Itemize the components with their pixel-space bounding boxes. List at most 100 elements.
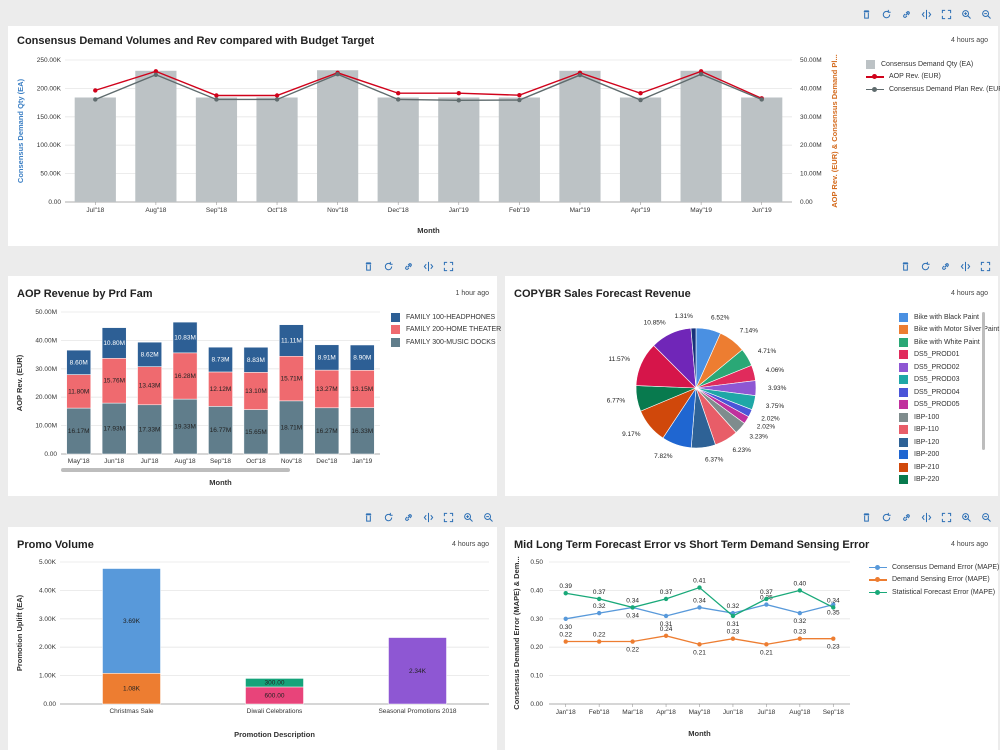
legend-item[interactable]: DS5_PROD02 [899, 361, 999, 374]
x-tick-label: Jan"19 [449, 207, 469, 214]
pie-slice [690, 327, 697, 389]
refresh-button[interactable] [915, 256, 935, 276]
horizontal-scrollbar[interactable] [61, 468, 290, 472]
legend-item[interactable]: Consensus Demand Error (MAPE) [869, 561, 999, 574]
legend-item[interactable]: DS5_PROD01 [899, 349, 999, 362]
fullscreen-button[interactable] [438, 507, 458, 527]
legend-item[interactable]: Bike with Motor Silver Paint [899, 324, 999, 337]
delete-button[interactable] [856, 4, 876, 24]
line-point [730, 613, 736, 619]
link-icon [902, 513, 910, 521]
zoom-out-icon [981, 9, 991, 19]
delete-button[interactable] [856, 507, 876, 527]
delete-button[interactable] [895, 256, 915, 276]
y-tick-label: 10.00M [35, 423, 57, 430]
data-label: 600.00 [265, 692, 285, 699]
stacked-bar-segment [137, 366, 162, 406]
fullscreen-button[interactable] [936, 4, 956, 24]
legend-item[interactable]: Bike with Black Paint [899, 311, 999, 324]
legend-item[interactable]: IBP-220 [899, 474, 999, 487]
data-label: 0.22 [626, 647, 639, 654]
link-button[interactable] [935, 256, 955, 276]
pie-data-label: 3.23% [749, 433, 768, 440]
split-icon [921, 9, 931, 19]
legend-item[interactable]: Bike with White Paint [899, 336, 999, 349]
delete-button[interactable] [358, 507, 378, 527]
zoom-in-button[interactable] [956, 507, 976, 527]
zoom-in-icon [961, 512, 971, 522]
legend-item[interactable]: FAMILY 100-HEADPHONES [391, 311, 501, 324]
data-label: 0.22 [559, 632, 572, 639]
x-tick-label: Apr"18 [656, 709, 676, 716]
legend-item[interactable]: IBP-100 [899, 411, 999, 424]
legend-item[interactable]: AOP Rev. (EUR) [866, 71, 1000, 84]
refresh-button[interactable] [378, 507, 398, 527]
legend-swatch [899, 475, 908, 485]
y-tick-label: 0.50 [530, 559, 543, 566]
legend-label: IBP-200 [914, 451, 940, 459]
legend-item[interactable]: Statistical Forecast Error (MAPE) [869, 586, 999, 599]
link-button[interactable] [896, 4, 916, 24]
data-label: 0.39 [559, 583, 572, 590]
split-button[interactable] [418, 507, 438, 527]
zoom-out-button[interactable] [478, 507, 498, 527]
zoom-in-button[interactable] [956, 4, 976, 24]
x-tick-label: Aug"18 [145, 207, 166, 214]
legend-item[interactable]: DS5_PROD05 [899, 399, 999, 412]
refresh-icon [384, 261, 393, 270]
legend-label: IBP-220 [914, 476, 940, 484]
split-button[interactable] [418, 256, 438, 276]
delete-button[interactable] [358, 256, 378, 276]
line-point [517, 97, 522, 103]
legend-label: IBP-110 [914, 426, 939, 434]
split-button[interactable] [916, 4, 936, 24]
legend-swatch [866, 59, 875, 69]
line-point [663, 633, 669, 639]
x-tick-label: Christmas Sale [109, 708, 153, 715]
legend-item[interactable]: IBP-200 [899, 449, 999, 462]
legend-item[interactable]: DS5_PROD04 [899, 386, 999, 399]
legend-item[interactable]: Consensus Demand Plan Rev. (EUR) [866, 83, 1000, 96]
legend-label: DS5_PROD01 [914, 351, 960, 359]
refresh-button[interactable] [378, 256, 398, 276]
panel-toolbar [358, 256, 458, 276]
panel-toolbar [358, 507, 498, 527]
data-label: 0.23 [827, 644, 840, 651]
fullscreen-button[interactable] [438, 256, 458, 276]
legend-item[interactable]: Demand Sensing Error (MAPE) [869, 574, 999, 587]
zoom-out-button[interactable] [976, 507, 996, 527]
legend-item[interactable]: FAMILY 300-MUSIC DOCKS [391, 336, 501, 349]
fullscreen-button[interactable] [975, 256, 995, 276]
line-point [93, 97, 98, 102]
zoom-out-button[interactable] [976, 4, 996, 24]
refresh-button[interactable] [876, 4, 896, 24]
stacked-bar-segment [279, 324, 304, 357]
legend-scrollbar[interactable] [982, 312, 985, 450]
split-button[interactable] [955, 256, 975, 276]
legend-item[interactable]: DS5_PROD03 [899, 374, 999, 387]
y-tick-label: 20.00M [35, 394, 57, 401]
legend-swatch [899, 312, 908, 322]
zoom-in-button[interactable] [458, 507, 478, 527]
legend-item[interactable]: Consensus Demand Qty (EA) [866, 58, 1000, 71]
legend-item[interactable]: IBP-120 [899, 436, 999, 449]
link-button[interactable] [398, 256, 418, 276]
legend-item[interactable]: IBP-110 [899, 424, 999, 437]
legend-label: AOP Rev. (EUR) [889, 73, 941, 81]
link-button[interactable] [896, 507, 916, 527]
x-tick-label: Aug"18 [175, 458, 196, 465]
split-button[interactable] [916, 507, 936, 527]
pie-data-label: 10.85% [644, 320, 666, 327]
refresh-button[interactable] [876, 507, 896, 527]
line-point [93, 88, 98, 93]
data-label: 0.31 [727, 621, 740, 628]
legend-item[interactable]: IBP-210 [899, 461, 999, 474]
y-tick-label: 0.40 [530, 587, 543, 594]
legend-item[interactable]: FAMILY 200-HOME THEATER [391, 324, 501, 337]
link-button[interactable] [398, 507, 418, 527]
y-tick-label: 200.00K [37, 85, 62, 92]
x-tick-label: Jan"18 [556, 709, 576, 716]
chart-forecast-error: 0.00 0.10 0.20 0.30 0.40 0.50 Jan"18 Feb"18 Mar"… [512, 556, 850, 738]
fullscreen-button[interactable] [936, 507, 956, 527]
pie-data-label: 2.02% [761, 415, 780, 422]
